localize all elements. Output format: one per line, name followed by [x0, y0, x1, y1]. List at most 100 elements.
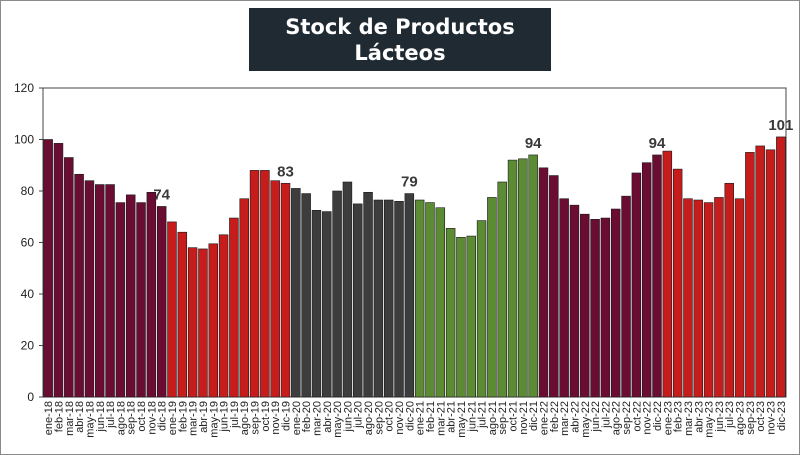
bar [549, 175, 559, 398]
x-tick-label: feb-20 [301, 401, 313, 432]
x-tick-label: jun-22 [590, 401, 602, 433]
bar [270, 180, 280, 398]
bar [332, 190, 342, 398]
x-tick-label: nov-21 [518, 401, 530, 435]
x-tick-label: nov-22 [642, 401, 654, 435]
bar [600, 217, 611, 398]
bar [404, 193, 415, 398]
x-tick-label: jul-22 [600, 401, 612, 429]
x-tick-label: mar-21 [435, 401, 447, 436]
bar [74, 173, 84, 398]
bar [714, 197, 724, 398]
bar [755, 145, 765, 398]
x-tick-label: feb-22 [549, 401, 561, 432]
bar [136, 202, 146, 398]
x-tick-label: feb-23 [673, 401, 685, 432]
bar [43, 139, 53, 398]
y-tick-label: 80 [21, 184, 35, 198]
x-tick-label: jul-18 [105, 401, 117, 429]
bar [167, 221, 177, 398]
x-tick-label: ago-22 [611, 401, 623, 435]
title-box: Stock de Productos Lácteos - enero 2018 … [249, 8, 551, 88]
bar [311, 210, 322, 398]
x-tick-label: feb-18 [53, 401, 65, 432]
x-tick-label: ago-23 [735, 401, 747, 435]
x-tick-label: oct-23 [755, 401, 767, 432]
x-tick-label: abr-18 [74, 401, 86, 433]
bar [631, 172, 642, 398]
x-tick-label: abr-21 [446, 401, 458, 433]
x-tick-label: nov-18 [146, 401, 158, 435]
x-tick-label: ene-20 [291, 401, 303, 435]
x-tick-label: oct-22 [631, 401, 643, 432]
bar [187, 247, 198, 398]
data-label: 83 [277, 163, 294, 180]
x-tick-label: nov-23 [766, 401, 778, 435]
x-tick-label: sep-18 [126, 401, 138, 435]
x-tick-label: ene-22 [538, 401, 550, 435]
bar [322, 211, 332, 398]
x-tick-label: ene-18 [43, 401, 55, 435]
bar [518, 158, 528, 398]
bar [683, 198, 693, 398]
bar [342, 181, 353, 398]
bar [672, 168, 683, 398]
x-tick-label: ene-19 [167, 401, 179, 435]
x-tick-label: jul-19 [229, 401, 241, 429]
x-tick-label: jun-18 [95, 401, 107, 433]
x-tick-label: mar-19 [188, 401, 200, 436]
bar [146, 191, 157, 398]
bar [125, 194, 136, 398]
x-tick-label: dic-19 [281, 401, 293, 431]
y-tick-label: 60 [21, 236, 35, 250]
x-tick-label: dic-21 [528, 401, 540, 431]
x-tick-label: may-22 [580, 401, 592, 438]
bar [229, 217, 239, 398]
bar [95, 184, 105, 398]
bar [776, 136, 786, 398]
data-label: 94 [525, 135, 542, 152]
x-tick-label: sep-23 [745, 401, 757, 435]
bar [177, 231, 188, 398]
bar [466, 235, 476, 398]
bar [115, 202, 126, 398]
bar [445, 228, 456, 398]
bar [610, 208, 621, 398]
y-tick-label: 20 [21, 339, 35, 353]
bar [621, 195, 631, 398]
x-tick-label: mar-18 [64, 401, 76, 436]
x-tick-label: oct-19 [260, 401, 272, 432]
x-tick-label: dic-23 [776, 401, 788, 431]
x-tick-label: jun-19 [219, 401, 231, 433]
x-tick-label: sep-20 [373, 401, 385, 435]
x-tick-label: feb-21 [425, 401, 437, 432]
bar [507, 159, 518, 398]
x-tick-label: oct-21 [508, 401, 520, 432]
x-tick-label: may-23 [704, 401, 716, 438]
bar [693, 199, 704, 398]
x-tick-label: jun-23 [714, 401, 726, 433]
bar [435, 207, 446, 398]
x-tick-label: ago-21 [487, 401, 499, 435]
x-tick-label: may-18 [84, 401, 96, 438]
x-tick-label: jul-23 [724, 401, 736, 429]
x-tick-label: mar-22 [559, 401, 571, 436]
x-tick-label: sep-19 [250, 401, 262, 435]
x-tick-label: oct-20 [384, 401, 396, 432]
x-tick-label: nov-20 [394, 401, 406, 435]
bar [53, 143, 64, 398]
bar [652, 154, 662, 398]
data-label: 94 [649, 135, 666, 152]
x-tick-label: abr-23 [693, 401, 705, 433]
bar [425, 202, 435, 398]
bar [569, 204, 580, 398]
bar [64, 157, 74, 398]
bar [476, 220, 487, 398]
bar [291, 188, 301, 398]
x-tick-label: may-20 [332, 401, 344, 438]
x-tick-label: oct-18 [136, 401, 148, 432]
x-tick-label: jun-20 [342, 401, 354, 433]
y-tick-label: 40 [21, 287, 35, 301]
